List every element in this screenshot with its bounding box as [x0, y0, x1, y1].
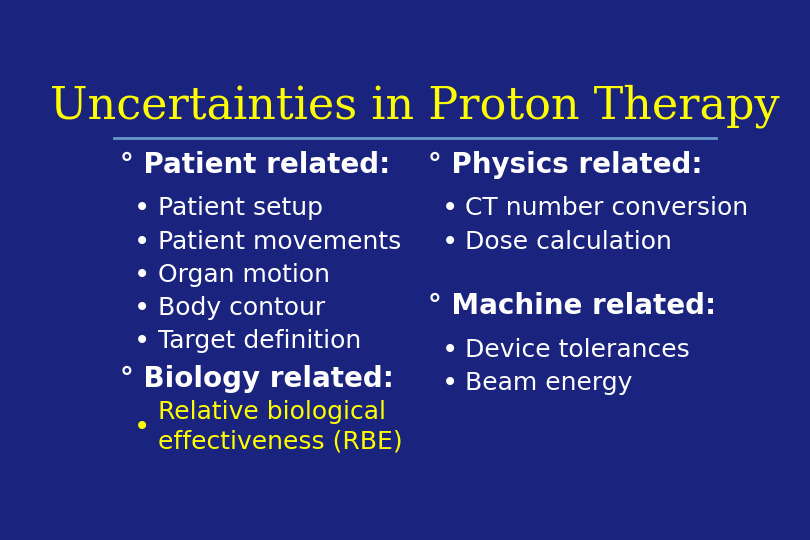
Text: •: • — [134, 227, 150, 255]
Text: Patient movements: Patient movements — [158, 230, 401, 253]
Text: •: • — [134, 294, 150, 322]
Text: •: • — [134, 327, 150, 355]
Text: Patient setup: Patient setup — [158, 196, 322, 220]
Text: •: • — [134, 261, 150, 289]
Text: ° Physics related:: ° Physics related: — [428, 151, 702, 179]
Text: ° Patient related:: ° Patient related: — [120, 151, 390, 179]
Text: ° Biology related:: ° Biology related: — [120, 364, 394, 393]
Text: Dose calculation: Dose calculation — [465, 230, 672, 253]
Text: Beam energy: Beam energy — [465, 371, 633, 395]
Text: CT number conversion: CT number conversion — [465, 196, 748, 220]
Text: •: • — [441, 369, 458, 397]
Text: Target definition: Target definition — [158, 329, 361, 353]
Text: Uncertainties in Proton Therapy: Uncertainties in Proton Therapy — [50, 85, 780, 128]
Text: ° Machine related:: ° Machine related: — [428, 292, 716, 320]
Text: •: • — [134, 413, 150, 441]
Text: Organ motion: Organ motion — [158, 263, 330, 287]
Text: •: • — [134, 194, 150, 222]
Text: Body contour: Body contour — [158, 296, 325, 320]
Text: •: • — [441, 194, 458, 222]
Text: •: • — [441, 336, 458, 363]
Text: Relative biological
effectiveness (RBE): Relative biological effectiveness (RBE) — [158, 400, 403, 454]
Text: •: • — [441, 227, 458, 255]
Text: Device tolerances: Device tolerances — [465, 338, 690, 362]
